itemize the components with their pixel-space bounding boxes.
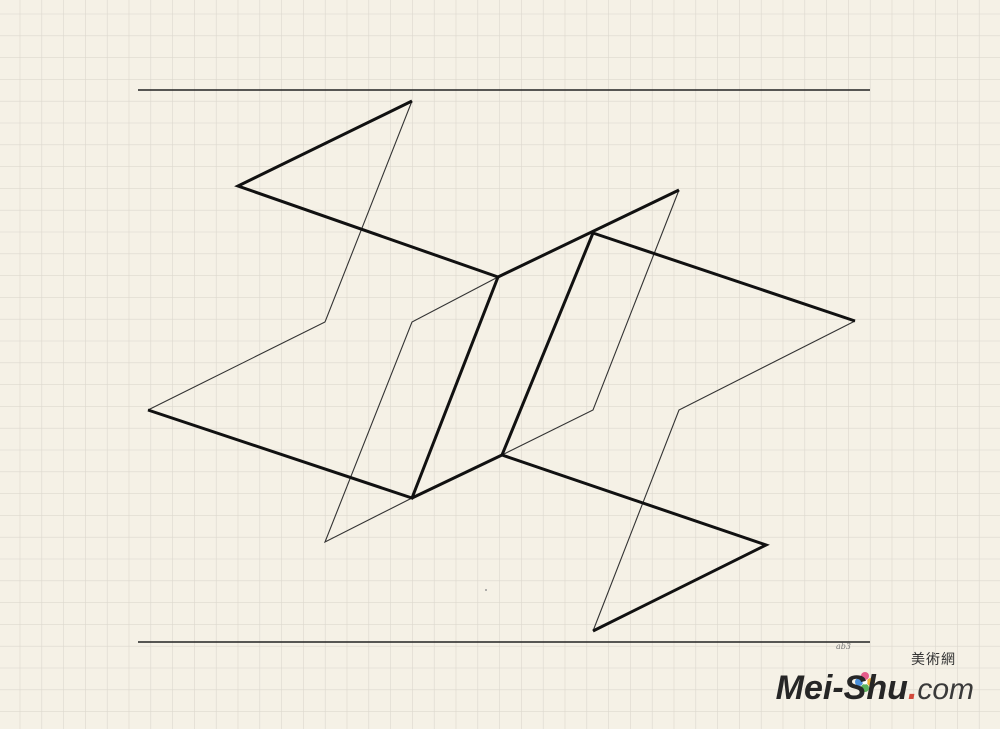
thin-upper-left-zigzag [147,100,413,411]
thin-lower-right-zigzag [592,320,856,632]
thin-center-right-segment [501,189,680,456]
artist-signature: ab3 [836,642,851,651]
thick-center-right-column [500,232,770,633]
watermark-cjk-text: 美術網 [911,652,956,668]
thick-lower-connector [411,453,503,500]
thick-right-arm [592,231,856,323]
watermark-suffix: com [917,673,974,706]
thick-center-band [497,188,680,279]
thick-line-figure [147,99,856,633]
paper-speck [485,589,487,591]
thick-upper-left-arm [147,99,500,500]
flower-logo-icon [855,672,875,692]
thin-center-left-parallelogram [323,276,499,544]
thin-line-figure [147,100,856,632]
watermark-brand: Mei-Shu [775,669,908,707]
watermark-latin-text: Mei-Shu.com [776,671,974,707]
site-watermark: 美術網 Mei-Shu.com [776,649,974,707]
watermark-dot: . [907,669,918,707]
